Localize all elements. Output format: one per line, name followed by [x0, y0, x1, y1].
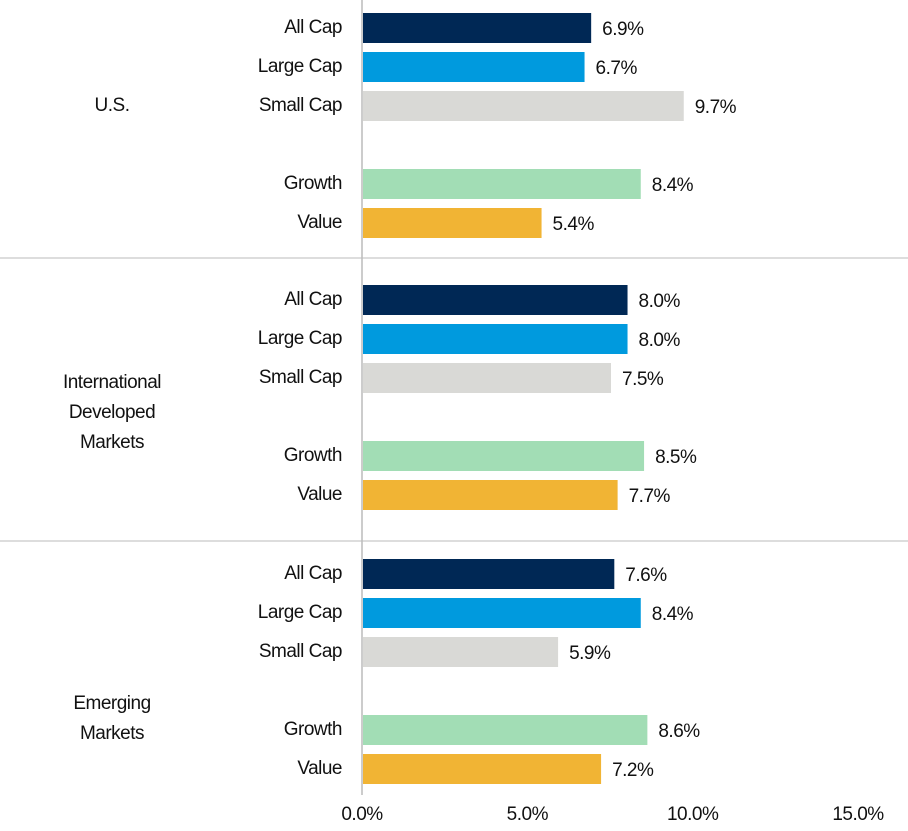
group-label: International [63, 372, 161, 393]
category-label: Growth [284, 719, 342, 740]
category-label: Growth [284, 445, 342, 466]
bar [363, 324, 628, 354]
bar [363, 441, 645, 471]
value-label: 8.5% [655, 447, 697, 468]
group-label: Emerging [73, 693, 150, 714]
category-label: All Cap [284, 17, 342, 38]
group-label: Markets [80, 432, 144, 453]
bar [363, 91, 684, 121]
x-tick-label: 5.0% [507, 804, 549, 825]
bar [363, 715, 648, 745]
value-label: 8.0% [639, 330, 681, 351]
x-tick-label: 10.0% [667, 804, 719, 825]
group-label: Markets [80, 723, 144, 744]
value-label: 8.6% [658, 721, 700, 742]
category-label: Large Cap [258, 56, 342, 77]
bar [363, 208, 542, 238]
bar [363, 363, 611, 393]
bar [363, 13, 592, 43]
bar [363, 52, 585, 82]
bar [363, 637, 559, 667]
value-label: 8.0% [639, 291, 681, 312]
value-label: 6.9% [602, 19, 644, 40]
x-tick-label: 15.0% [832, 804, 884, 825]
bar [363, 169, 641, 199]
category-label: All Cap [284, 289, 342, 310]
bar [363, 754, 602, 784]
category-label: Small Cap [259, 641, 342, 662]
bar [363, 480, 618, 510]
category-label: Growth [284, 173, 342, 194]
category-label: Large Cap [258, 602, 342, 623]
value-label: 6.7% [596, 58, 638, 79]
group-label: U.S. [95, 95, 130, 116]
value-label: 9.7% [695, 97, 737, 118]
category-label: Value [297, 758, 342, 779]
category-label: Small Cap [259, 95, 342, 116]
group-label: Developed [69, 402, 155, 423]
value-label: 5.9% [569, 643, 611, 664]
value-label: 8.4% [652, 604, 694, 625]
x-tick-label: 0.0% [341, 804, 383, 825]
category-label: Small Cap [259, 367, 342, 388]
value-label: 7.5% [622, 369, 664, 390]
category-label: Value [297, 484, 342, 505]
value-label: 8.4% [652, 175, 694, 196]
bar [363, 285, 628, 315]
bar [363, 598, 641, 628]
value-label: 5.4% [553, 214, 595, 235]
category-label: Large Cap [258, 328, 342, 349]
value-label: 7.2% [612, 760, 654, 781]
value-label: 7.6% [625, 565, 667, 586]
category-label: Value [297, 212, 342, 233]
category-label: All Cap [284, 563, 342, 584]
value-label: 7.7% [629, 486, 671, 507]
bar [363, 559, 615, 589]
